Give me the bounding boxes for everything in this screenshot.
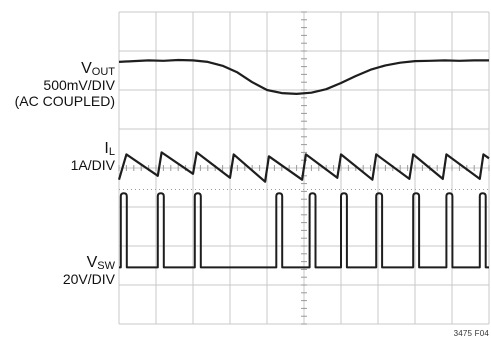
il-channel-label: IL 1A/DIV [70,140,115,174]
vout-trace [118,58,489,96]
vsw-trace [119,192,489,269]
vout-scale: 500mV/DIV [43,77,115,93]
vsw-scale: 20V/DIV [62,271,115,287]
vsw-channel-label: VSW 20V/DIV [62,254,115,288]
figure-number: 3475 F04 [453,329,489,338]
il-scale: 1A/DIV [70,157,115,173]
vout-coupling-note: (AC COUPLED) [14,93,115,109]
vout-channel-label: VOUT 500mV/DIV (AC COUPLED) [14,60,115,110]
il-trace [117,151,490,183]
